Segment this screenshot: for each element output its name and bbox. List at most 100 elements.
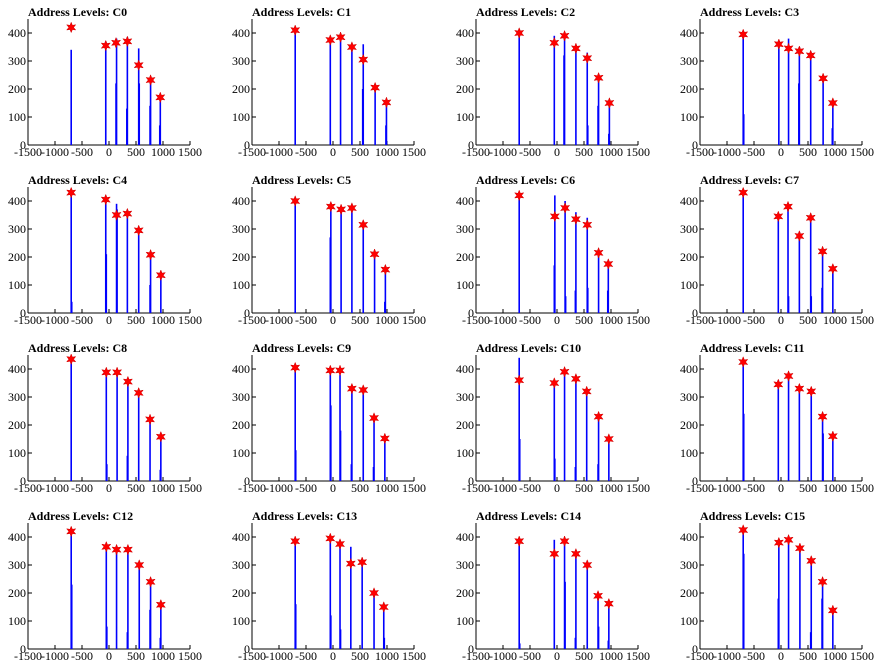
peak-marker <box>818 72 829 85</box>
x-tick-label: -1000 <box>41 649 69 663</box>
chart-svg: 0 100 200 300 400 -1500 -1000 -500 0 500 1000 1500 <box>232 187 426 327</box>
peak-marker <box>581 385 592 398</box>
x-tick-label: 0 <box>106 481 112 495</box>
peak-marker <box>346 202 358 214</box>
peak-marker <box>290 24 301 37</box>
peak-marker <box>100 193 111 206</box>
peak-marker <box>514 27 525 39</box>
peak-marker <box>325 364 336 377</box>
x-tick-label: -1500 <box>14 649 42 663</box>
peak-marker <box>783 533 794 546</box>
x-tick-label: -1500 <box>686 145 714 159</box>
peak-marker <box>111 366 123 379</box>
peak-marker <box>773 378 784 391</box>
chart-svg: 0 100 200 300 400 -1500 -1000 -500 0 500 1000 1500 <box>456 523 650 663</box>
chart-panel-c12: 0 100 200 300 400 -1500 -1000 -500 0 500 1000 1500 A… <box>0 504 224 672</box>
x-tick-label: -500 <box>743 145 765 159</box>
x-tick-label: 1000 <box>599 313 623 327</box>
x-tick-label: 500 <box>127 649 145 663</box>
peak-marker <box>111 543 122 556</box>
peak-marker <box>582 559 593 571</box>
x-tick-label: 1000 <box>151 313 175 327</box>
peak-marker <box>133 386 144 399</box>
y-tick-label: 400 <box>8 362 26 376</box>
y-tick-label: 300 <box>232 222 250 236</box>
chart-svg: 0 100 200 300 400 -1500 -1000 -500 0 500 1000 1500 <box>680 186 874 327</box>
x-tick-label: -1000 <box>265 145 293 159</box>
y-tick-label: 100 <box>680 446 698 460</box>
y-tick-label: 0 <box>692 642 698 656</box>
x-tick-label: 0 <box>778 313 784 327</box>
peak-marker <box>369 248 380 261</box>
x-tick-label: -1500 <box>686 481 714 495</box>
x-tick-label: 1000 <box>375 481 399 495</box>
peak-marker <box>122 35 133 48</box>
x-tick-label: 1500 <box>850 313 874 327</box>
chart-panel-c6: 0 100 200 300 400 -1500 -1000 -500 0 500 1000 1500 A… <box>448 168 672 336</box>
x-tick-label: 500 <box>799 313 817 327</box>
y-tick-label: 100 <box>8 278 26 292</box>
x-tick-label: 1000 <box>375 649 399 663</box>
chart-panel-c9: 0 100 200 300 400 -1500 -1000 -500 0 500 1000 1500 A… <box>224 336 448 504</box>
x-tick-label: -500 <box>71 313 93 327</box>
x-tick-label: 1000 <box>151 145 175 159</box>
y-tick-label: 0 <box>20 642 26 656</box>
y-tick-label: 400 <box>8 194 26 208</box>
peak-marker <box>145 74 156 86</box>
peak-marker <box>122 207 133 220</box>
peak-marker <box>155 269 166 282</box>
y-tick-label: 0 <box>692 138 698 152</box>
x-tick-label: 500 <box>127 145 145 159</box>
peak-marker <box>592 589 604 602</box>
peak-marker <box>145 575 156 588</box>
x-tick-label: -500 <box>519 649 541 663</box>
peak-marker <box>290 535 301 548</box>
x-tick-label: 1000 <box>599 649 623 663</box>
peak-marker <box>66 525 77 538</box>
peak-marker <box>334 538 346 550</box>
x-tick-label: -500 <box>519 481 541 495</box>
y-tick-label: 200 <box>456 82 474 96</box>
x-tick-label: -1000 <box>713 313 741 327</box>
chart-title: Address Levels: C6 <box>476 173 576 187</box>
y-tick-label: 400 <box>232 194 250 208</box>
peak-marker <box>514 374 525 387</box>
x-tick-label: 1000 <box>375 145 399 159</box>
x-tick-label: 1000 <box>375 313 399 327</box>
peak-marker <box>773 38 784 51</box>
chart-title: Address Levels: C2 <box>476 5 576 19</box>
x-tick-label: -500 <box>295 481 317 495</box>
peak-marker <box>805 49 816 62</box>
x-tick-label: 0 <box>778 481 784 495</box>
chart-title: Address Levels: C14 <box>476 509 582 523</box>
y-tick-label: 0 <box>468 306 474 320</box>
chart-panel-c7: 0 100 200 300 400 -1500 -1000 -500 0 500 1000 1500 A… <box>672 168 896 336</box>
chart-panel-c10: 0 100 200 300 400 -1500 -1000 -500 0 500 1000 1500 A… <box>448 336 672 504</box>
chart-title: Address Levels: C9 <box>252 341 352 355</box>
y-tick-label: 400 <box>232 362 250 376</box>
peak-marker <box>122 543 134 556</box>
x-tick-label: 0 <box>106 145 112 159</box>
y-tick-label: 100 <box>456 446 474 460</box>
chart-panel-c3: 0 100 200 300 400 -1500 -1000 -500 0 500 1000 1500 A… <box>672 0 896 168</box>
chart-panel-c4: 0 100 200 300 400 -1500 -1000 -500 0 500 1000 1500 A… <box>0 168 224 336</box>
x-tick-label: 0 <box>554 145 560 159</box>
y-tick-label: 300 <box>456 222 474 236</box>
y-tick-label: 100 <box>456 278 474 292</box>
peak-marker <box>570 372 582 385</box>
y-tick-label: 300 <box>8 558 26 572</box>
peak-marker <box>379 432 390 445</box>
y-tick-label: 200 <box>680 82 698 96</box>
chart-title: Address Levels: C12 <box>28 509 134 523</box>
peak-marker <box>155 598 166 611</box>
peak-marker <box>358 53 369 66</box>
y-tick-label: 300 <box>456 54 474 68</box>
y-tick-label: 0 <box>692 306 698 320</box>
peak-marker <box>66 353 77 366</box>
peak-marker <box>570 547 582 560</box>
x-tick-label: -1500 <box>238 649 266 663</box>
y-tick-label: 300 <box>232 54 250 68</box>
peak-marker <box>782 200 794 213</box>
y-tick-label: 300 <box>680 558 698 572</box>
x-tick-label: -1000 <box>713 649 741 663</box>
